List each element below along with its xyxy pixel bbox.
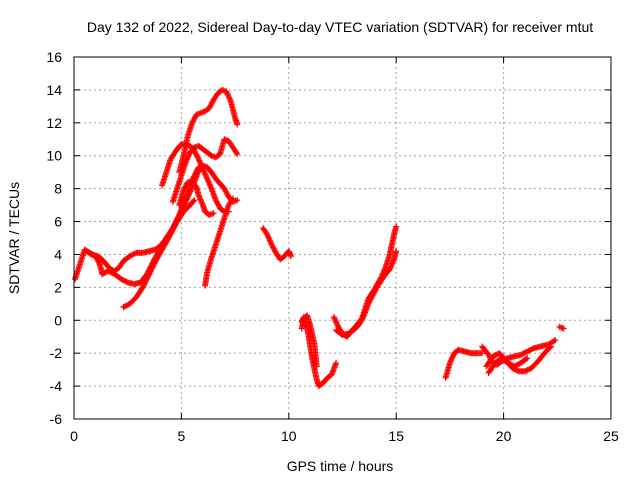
- x-tick-labels: 0 5 10 15 20 25: [70, 428, 619, 444]
- series-track-18: [485, 355, 531, 376]
- data-point: [393, 248, 400, 255]
- series-track-8: [176, 179, 217, 218]
- data-point: [524, 355, 531, 362]
- data-points: [72, 86, 567, 390]
- data-point: [149, 260, 156, 267]
- y-tick-label: 16: [46, 49, 62, 65]
- data-point: [175, 213, 182, 220]
- data-point: [193, 169, 200, 176]
- data-point: [479, 350, 486, 357]
- data-point: [234, 121, 241, 128]
- data-point: [173, 218, 180, 225]
- x-tick-label: 25: [603, 428, 619, 444]
- data-point: [147, 264, 154, 271]
- series-track-9: [202, 195, 236, 289]
- data-point: [552, 337, 559, 344]
- y-tick-label: 4: [54, 246, 62, 262]
- y-tick-label: 2: [54, 279, 62, 295]
- data-point: [191, 197, 198, 204]
- y-tick-label: 12: [46, 115, 62, 131]
- data-point: [171, 221, 178, 228]
- y-tick-label: 14: [46, 82, 62, 98]
- data-point: [377, 275, 384, 282]
- series-track-15: [442, 346, 486, 381]
- data-point: [193, 168, 200, 175]
- series-track-7: [176, 86, 241, 176]
- data-point: [523, 355, 530, 362]
- data-point: [191, 173, 198, 180]
- data-point: [194, 154, 201, 161]
- data-point: [233, 149, 240, 156]
- data-point: [144, 271, 151, 278]
- data-point: [141, 280, 148, 287]
- y-tick-label: -6: [50, 411, 63, 427]
- y-tick-labels: -6 -4 -2 0 2 4 6 8 10 12 14 16: [46, 49, 62, 427]
- series-track-10: [260, 225, 294, 263]
- data-point: [551, 337, 558, 344]
- data-point: [172, 219, 179, 226]
- data-point: [146, 265, 153, 272]
- data-point: [234, 197, 241, 204]
- data-point: [229, 196, 236, 203]
- data-point: [170, 223, 177, 230]
- plot-frame: [73, 56, 612, 420]
- data-point: [234, 151, 241, 158]
- y-tick-label: 10: [46, 148, 62, 164]
- series-track-14: [333, 223, 400, 339]
- data-point: [546, 344, 553, 351]
- data-point: [190, 174, 197, 181]
- data-point: [169, 225, 176, 232]
- data-point: [190, 198, 197, 205]
- y-tick-label: -2: [50, 345, 63, 361]
- x-tick-label: 10: [281, 428, 297, 444]
- data-point: [96, 259, 103, 266]
- x-tick-label: 0: [70, 428, 78, 444]
- data-point: [174, 214, 181, 221]
- y-tick-label: -4: [50, 378, 63, 394]
- data-point: [139, 284, 146, 291]
- series-track-4: [98, 164, 206, 288]
- data-point: [147, 263, 154, 270]
- data-point: [148, 261, 155, 268]
- data-point: [192, 170, 199, 177]
- data-point: [393, 223, 400, 230]
- data-point: [191, 172, 198, 179]
- axis-ticks: [73, 56, 612, 420]
- series-track-12: [298, 312, 320, 370]
- y-tick-label: 8: [54, 181, 62, 197]
- data-point: [560, 325, 567, 332]
- y-tick-label: 6: [54, 214, 62, 230]
- data-point: [547, 343, 554, 350]
- data-point: [313, 363, 320, 370]
- data-point: [145, 267, 152, 274]
- data-point: [287, 253, 294, 260]
- data-point: [210, 210, 217, 217]
- data-point: [173, 217, 180, 224]
- chart-title: Day 132 of 2022, Sidereal Day-to-day VTE…: [87, 19, 593, 35]
- y-axis-label: SDTVAR / TECUs: [6, 182, 22, 294]
- data-point: [141, 281, 148, 288]
- data-point: [333, 360, 340, 367]
- data-point: [140, 283, 147, 290]
- series-track-19: [556, 323, 567, 332]
- x-tick-label: 20: [496, 428, 512, 444]
- x-axis-label: GPS time / hours: [287, 458, 394, 474]
- data-point: [174, 215, 181, 222]
- data-point: [171, 222, 178, 229]
- data-point: [145, 268, 152, 275]
- x-tick-label: 15: [388, 428, 404, 444]
- data-point: [144, 269, 151, 276]
- data-point: [229, 195, 236, 202]
- x-tick-label: 5: [178, 428, 186, 444]
- y-tick-label: 0: [54, 312, 62, 328]
- grid-lines: [74, 57, 611, 419]
